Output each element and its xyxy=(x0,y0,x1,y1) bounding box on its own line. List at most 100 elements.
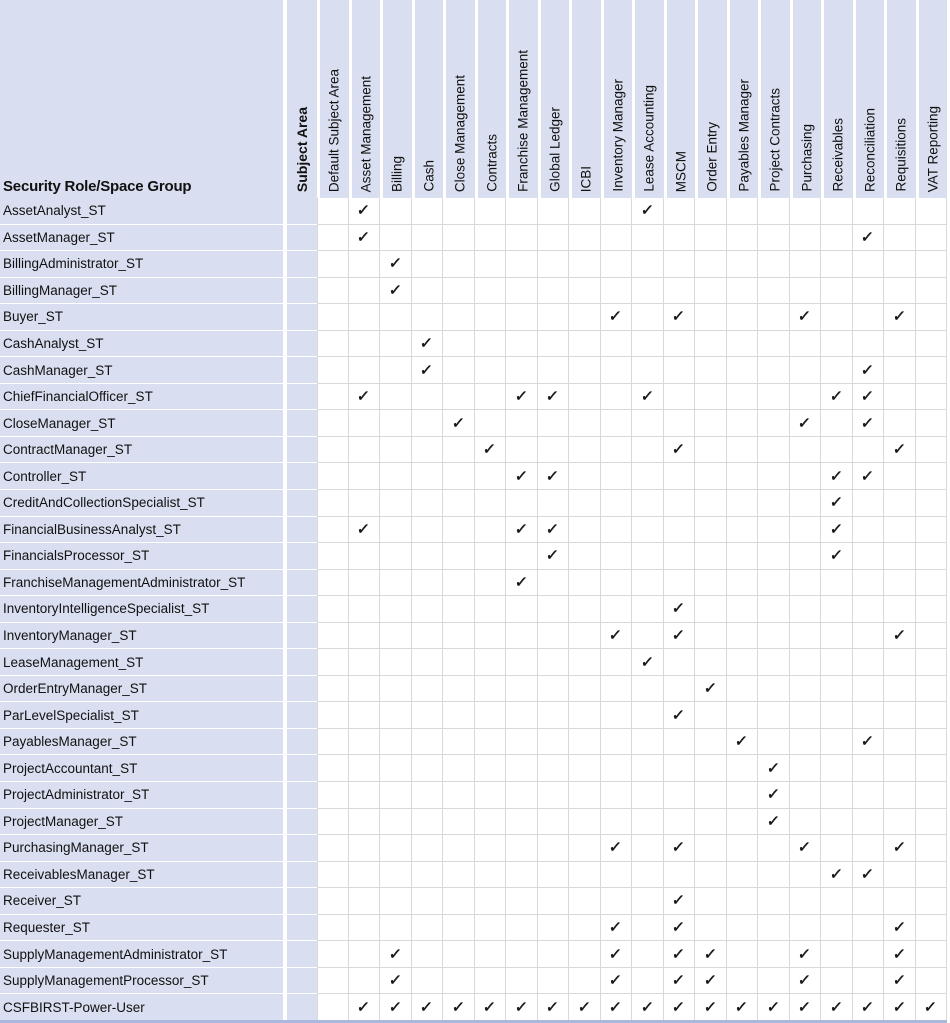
matrix-cell: ✓ xyxy=(758,782,790,809)
matrix-cell: ✓ xyxy=(663,702,695,729)
row-label: OrderEntryManager_ST xyxy=(0,675,283,703)
check-icon: ✓ xyxy=(388,972,403,990)
matrix-cell xyxy=(789,888,821,915)
matrix-cell xyxy=(726,330,758,358)
matrix-cell xyxy=(411,543,443,570)
row-label: ProjectAccountant_ST xyxy=(0,755,283,783)
matrix-cell xyxy=(758,675,790,703)
column-header: Contracts xyxy=(474,0,506,198)
row-label: ContractManager_ST xyxy=(0,436,283,464)
row-gap xyxy=(283,622,287,650)
row-gap xyxy=(283,782,287,809)
matrix-cell xyxy=(348,569,380,597)
check-icon: ✓ xyxy=(892,839,907,857)
matrix-cell xyxy=(789,463,821,491)
matrix-cell xyxy=(915,410,947,437)
matrix-cell xyxy=(348,888,380,915)
check-icon: ✓ xyxy=(545,467,560,485)
matrix-cell xyxy=(632,251,664,278)
matrix-cell xyxy=(663,383,695,411)
matrix-cell xyxy=(380,649,412,676)
column-header-label: Reconciliation xyxy=(862,107,877,192)
matrix-cell xyxy=(569,516,601,544)
matrix-cell xyxy=(317,728,349,756)
check-icon: ✓ xyxy=(671,627,686,645)
table-bottom-border xyxy=(0,1020,947,1023)
matrix-cell: ✓ xyxy=(663,835,695,862)
matrix-cell xyxy=(821,649,853,676)
matrix-cell xyxy=(632,914,664,942)
matrix-cell xyxy=(600,251,632,278)
matrix-cell xyxy=(726,516,758,544)
matrix-cell xyxy=(411,649,443,676)
matrix-cell: ✓ xyxy=(663,622,695,650)
matrix-cell xyxy=(474,755,506,783)
table-row: CSFBIRST-Power-User ✓ ✓ ✓ ✓ ✓ ✓ ✓ ✓ ✓ ✓ ✓ ✓ ✓ ✓ ✓ ✓ ✓ ✓ ✓ xyxy=(0,994,950,1021)
matrix-cell xyxy=(726,357,758,384)
matrix-cell xyxy=(726,410,758,437)
matrix-cell: ✓ xyxy=(695,941,727,968)
matrix-cell xyxy=(506,702,538,729)
matrix-cell xyxy=(915,463,947,491)
matrix-cell xyxy=(474,941,506,968)
matrix-cell xyxy=(915,649,947,676)
row-label: ReceivablesManager_ST xyxy=(0,861,283,889)
matrix-cell xyxy=(695,782,727,809)
matrix-cell xyxy=(380,622,412,650)
matrix-cell xyxy=(317,808,349,836)
matrix-cell xyxy=(537,198,569,225)
matrix-cell xyxy=(443,675,475,703)
matrix-cell xyxy=(317,224,349,252)
matrix-cell xyxy=(348,251,380,278)
matrix-cell xyxy=(821,675,853,703)
table-row: BillingAdministrator_ST ✓ xyxy=(0,251,950,278)
check-icon: ✓ xyxy=(892,627,907,645)
matrix-cell xyxy=(443,649,475,676)
table-row: ProjectAdministrator_ST ✓ xyxy=(0,782,950,809)
matrix-cell xyxy=(537,596,569,623)
row-gap xyxy=(283,224,287,252)
matrix-cell xyxy=(663,463,695,491)
matrix-cell xyxy=(506,622,538,650)
matrix-cell xyxy=(600,198,632,225)
row-gap xyxy=(283,304,287,331)
matrix-cell xyxy=(821,782,853,809)
subject-area-spacer-cell xyxy=(287,490,317,517)
matrix-cell xyxy=(411,304,443,331)
matrix-cell xyxy=(632,543,664,570)
matrix-cell xyxy=(474,782,506,809)
matrix-cell xyxy=(695,543,727,570)
matrix-cell xyxy=(758,224,790,252)
matrix-cell xyxy=(758,516,790,544)
matrix-cell xyxy=(632,675,664,703)
matrix-cell xyxy=(789,782,821,809)
matrix-cell xyxy=(569,330,601,358)
matrix-cell: ✓ xyxy=(695,994,727,1021)
check-icon: ✓ xyxy=(356,998,371,1016)
row-gap xyxy=(283,516,287,544)
check-icon: ✓ xyxy=(734,733,749,751)
check-icon: ✓ xyxy=(608,919,623,937)
matrix-cell: ✓ xyxy=(852,383,884,411)
column-header-label: Receivables xyxy=(830,118,846,192)
matrix-cell xyxy=(569,675,601,703)
check-icon: ✓ xyxy=(860,733,875,751)
matrix-cell xyxy=(569,755,601,783)
matrix-cell xyxy=(569,622,601,650)
matrix-cell xyxy=(915,251,947,278)
matrix-cell xyxy=(789,277,821,305)
matrix-cell xyxy=(506,941,538,968)
matrix-cell xyxy=(884,330,916,358)
table-row: PayablesManager_ST ✓ ✓ xyxy=(0,728,950,756)
matrix-cell xyxy=(884,543,916,570)
matrix-cell xyxy=(411,914,443,942)
check-icon: ✓ xyxy=(829,547,844,565)
matrix-cell xyxy=(317,251,349,278)
matrix-cell xyxy=(443,835,475,862)
matrix-cell xyxy=(317,994,349,1021)
row-label: InventoryManager_ST xyxy=(0,622,283,650)
matrix-cell xyxy=(915,622,947,650)
subject-area-spacer-cell xyxy=(287,304,317,331)
matrix-cell xyxy=(821,967,853,995)
matrix-cell xyxy=(348,702,380,729)
